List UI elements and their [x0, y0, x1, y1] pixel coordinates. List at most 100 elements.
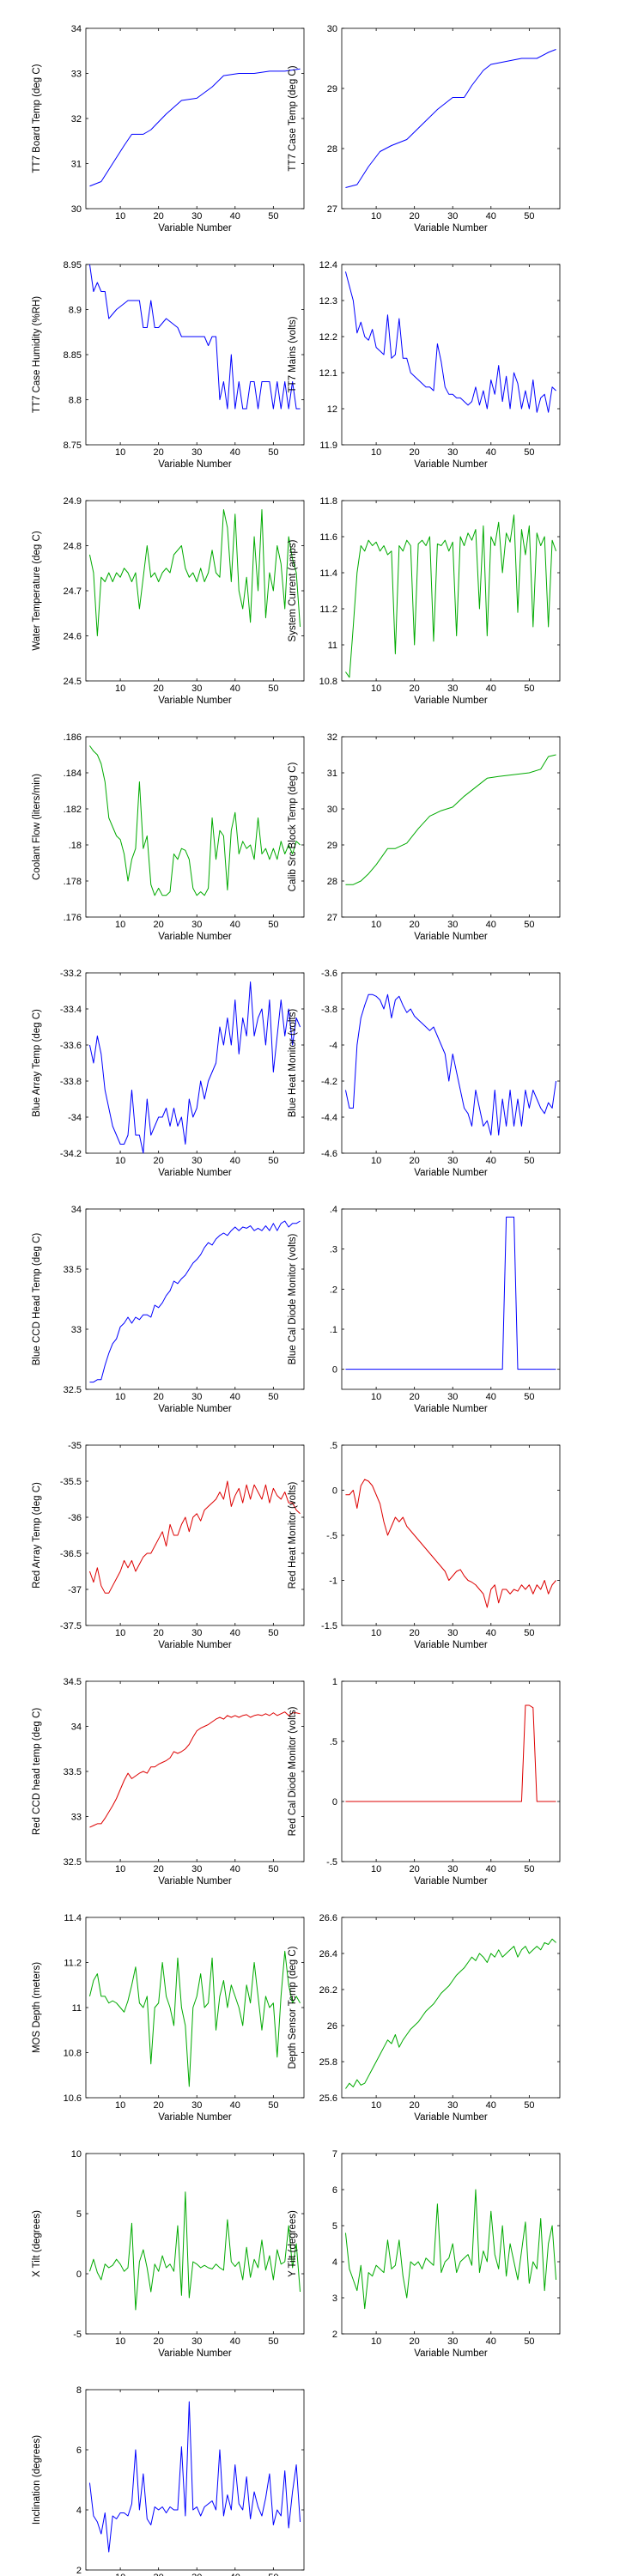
chart-panel: 10 20 30 40 50 32.5 33 33.5 34 34.5 Variable Numbe… [32, 1677, 305, 1886]
y-axis-label: TT7 Mains (volts) [288, 316, 298, 392]
x-tick-label: 30 [191, 683, 202, 694]
x-tick-label: 50 [268, 2336, 278, 2347]
y-tick-label: .4 [330, 1205, 337, 1215]
y-tick-label: 10.8 [64, 2049, 82, 2059]
x-tick-label: 10 [115, 447, 125, 458]
y-axis-label: Red Heat Monitor (volts) [288, 1482, 298, 1589]
x-axis-label: Variable Number [414, 1640, 488, 1650]
y-tick-label: 28 [327, 144, 337, 155]
x-tick-label: 40 [486, 1628, 496, 1638]
y-tick-label: 27 [327, 913, 337, 923]
x-tick-label: 50 [524, 211, 534, 222]
y-axis-label: Inclination (degrees) [32, 2435, 42, 2524]
x-axis-label: Variable Number [158, 1876, 232, 1886]
x-tick-label: 20 [410, 1392, 420, 1402]
x-tick-label: 10 [371, 2100, 381, 2111]
y-tick-label: -35.5 [60, 1477, 82, 1487]
x-tick-label: 40 [230, 1864, 240, 1874]
plot-frame [85, 500, 305, 682]
y-tick-label: 11 [72, 2003, 82, 2014]
plot-frame [85, 2153, 305, 2335]
y-tick-label: 30 [327, 805, 337, 815]
y-tick-label: 11.2 [319, 605, 337, 615]
y-tick-label: -4 [329, 1041, 337, 1051]
y-tick-label: 33 [71, 70, 82, 80]
series-line [345, 1704, 556, 1802]
x-tick-label: 50 [268, 1628, 278, 1638]
y-tick-label: 11.4 [319, 568, 337, 579]
y-tick-label: -3.6 [321, 969, 337, 979]
y-axis-label: Coolant Flow (liters/min) [32, 774, 42, 880]
x-axis-label: Variable Number [158, 932, 232, 942]
x-tick-label: 30 [191, 2336, 202, 2347]
plot-frame [341, 500, 561, 682]
y-tick-label: .176 [64, 913, 82, 923]
plot-frame [341, 972, 561, 1154]
plot-frame [85, 1208, 305, 1390]
x-tick-label: 20 [154, 683, 164, 694]
x-tick-label: 20 [154, 1392, 164, 1402]
x-tick-label: 10 [115, 1156, 125, 1166]
x-tick-label: 50 [268, 1156, 278, 1166]
x-tick-label: 20 [410, 1156, 420, 1166]
series-line [88, 2191, 301, 2311]
plot-frame [341, 1208, 561, 1390]
chart-panel: 10 20 30 40 50 -34.2 -34 -33.8 -33.6 -33.4 -33.2 Va… [32, 969, 305, 1178]
series-line [344, 2189, 557, 2310]
series-line [89, 1711, 301, 1828]
x-tick-label: 30 [447, 683, 458, 694]
x-tick-label: 40 [230, 1392, 240, 1402]
y-tick-label: -4.2 [321, 1077, 337, 1087]
x-tick-label: 30 [191, 920, 202, 930]
x-tick-label: 30 [447, 1628, 458, 1638]
y-tick-label: 34.5 [64, 1677, 82, 1687]
x-tick-label: 40 [230, 447, 240, 458]
series-line [345, 49, 556, 188]
x-tick-label: 40 [486, 2336, 496, 2347]
y-axis-label: Y Tilt (degrees) [288, 2210, 298, 2277]
chart-panel: 10 20 30 40 50 11.9 12 12.1 12.2 12.3 12.4 Variable… [288, 260, 561, 470]
x-tick-label: 10 [371, 2336, 381, 2347]
series-line [88, 264, 301, 410]
x-tick-label: 20 [410, 920, 420, 930]
y-tick-label: 7 [332, 2149, 337, 2160]
y-tick-label: 0 [332, 1365, 337, 1376]
y-tick-label: .186 [64, 732, 82, 743]
x-tick-label: 50 [268, 2573, 278, 2576]
y-tick-label: 11.8 [319, 496, 337, 507]
x-tick-label: 30 [191, 1156, 202, 1166]
y-tick-label: 10.6 [64, 2093, 82, 2104]
y-tick-label: .182 [64, 805, 82, 815]
series-line [88, 1950, 301, 2087]
x-tick-label: 10 [371, 1864, 381, 1874]
x-axis-label: Variable Number [158, 1168, 232, 1178]
x-tick-label: 40 [230, 2336, 240, 2347]
chart-panel: 10 20 30 40 50 10.6 10.8 11 11.2 11.4 Variable Num… [32, 1913, 305, 2123]
y-tick-label: -.5 [326, 1531, 337, 1541]
x-tick-label: 30 [191, 1628, 202, 1638]
x-tick-label: 40 [486, 1864, 496, 1874]
x-tick-label: 50 [268, 920, 278, 930]
y-tick-label: 6 [332, 2185, 337, 2196]
x-tick-label: 20 [410, 2100, 420, 2111]
y-tick-label: 29 [327, 84, 337, 94]
series-line [88, 2401, 301, 2553]
x-tick-label: 20 [154, 211, 164, 222]
y-tick-label: 4 [76, 2506, 82, 2516]
x-tick-label: 30 [447, 2336, 458, 2347]
y-tick-label: 29 [327, 841, 337, 851]
x-axis-label: Variable Number [158, 1640, 232, 1650]
series-line [344, 271, 556, 413]
y-tick-label: -1.5 [321, 1621, 337, 1631]
x-tick-label: 30 [447, 211, 458, 222]
y-tick-label: 10.8 [319, 677, 337, 687]
y-tick-label: 26 [327, 2021, 337, 2032]
y-tick-label: -33.2 [60, 969, 82, 979]
x-axis-label: Variable Number [158, 696, 232, 706]
y-tick-label: 5 [332, 2221, 337, 2232]
y-tick-label: 1 [332, 1677, 337, 1687]
x-tick-label: 40 [486, 447, 496, 458]
x-axis-label: Variable Number [158, 2348, 232, 2359]
x-tick-label: 50 [524, 683, 534, 694]
